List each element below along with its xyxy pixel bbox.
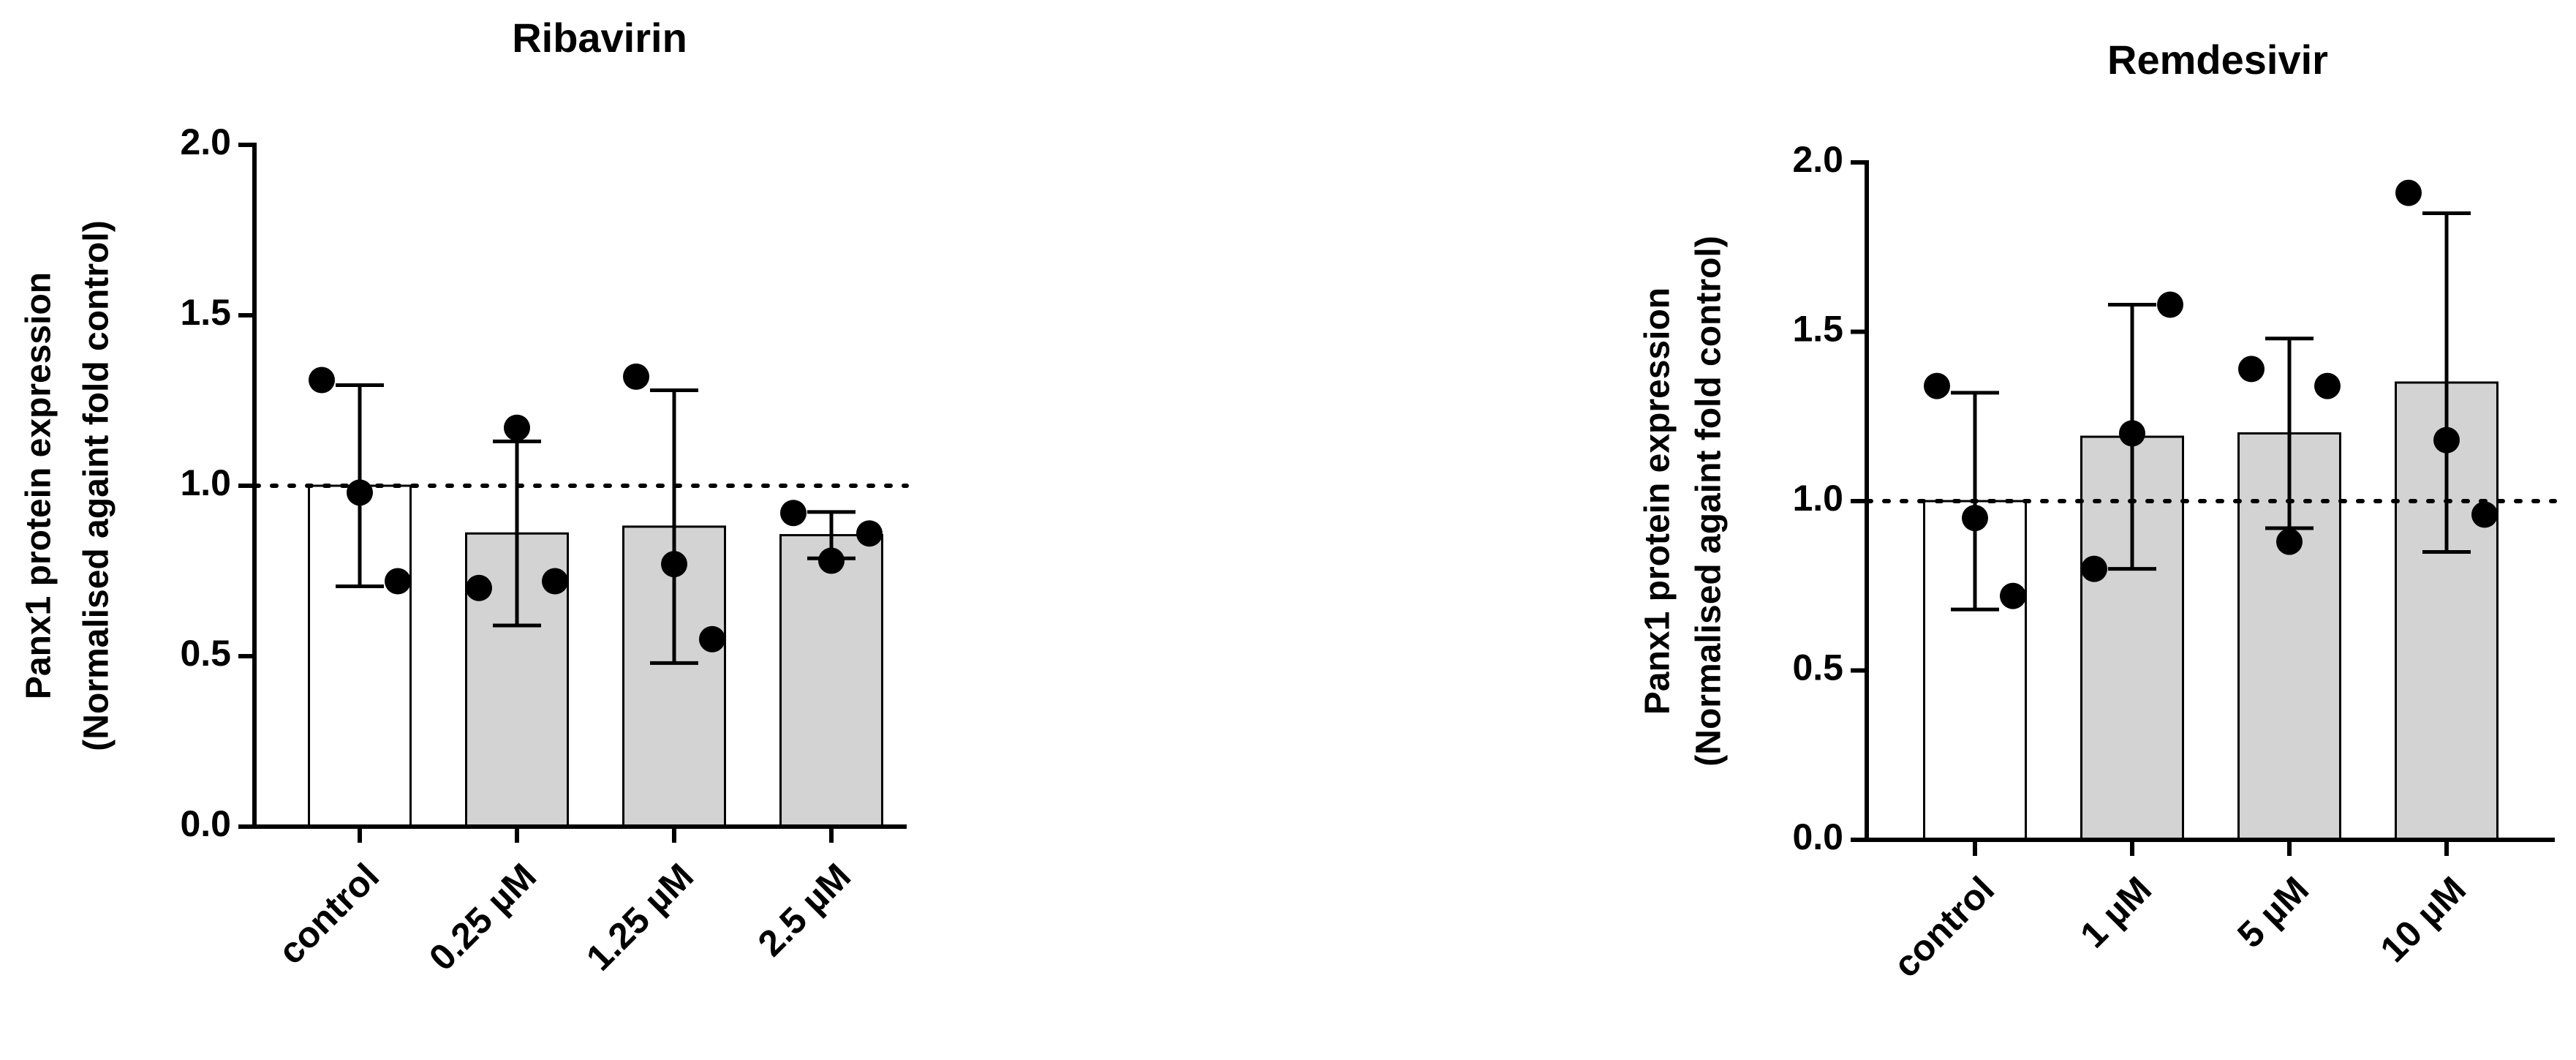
data-point	[504, 414, 530, 441]
data-point	[2395, 179, 2422, 206]
x-tick-label: 1.25 µM	[578, 856, 701, 979]
y-tick-label: 2.0	[180, 121, 231, 162]
x-tick-label: 0.25 µM	[421, 856, 544, 979]
data-point	[2081, 555, 2107, 582]
data-point	[856, 520, 883, 547]
data-point	[2314, 372, 2341, 399]
x-tick-label: 5 µM	[2229, 869, 2316, 956]
x-tick-label: control	[1886, 869, 2002, 985]
data-point	[2433, 426, 2460, 454]
data-point	[2276, 528, 2303, 555]
y-axis-label: Panx1 protein expression	[1639, 287, 1677, 715]
data-point	[818, 547, 845, 574]
x-tick-label: 10 µM	[2373, 869, 2474, 971]
y-tick-label: 0.5	[180, 633, 231, 674]
data-point	[780, 500, 807, 527]
x-tick-label: 1 µM	[2072, 869, 2159, 956]
y-tick-label: 1.0	[180, 462, 231, 503]
y-tick-label: 1.5	[180, 292, 231, 333]
data-point	[466, 574, 492, 601]
y-axis-label: Panx1 protein expression	[20, 272, 58, 699]
data-point	[2471, 501, 2498, 528]
data-point	[347, 479, 373, 506]
data-point	[1962, 505, 1988, 532]
y-tick-label: 1.5	[1792, 309, 1843, 350]
data-point	[309, 367, 335, 394]
bar	[779, 534, 883, 828]
y-axis-label: (Normalised againt fold control)	[78, 220, 116, 751]
y-tick-label: 0.0	[180, 803, 231, 844]
data-point	[2238, 356, 2265, 383]
data-point	[2119, 420, 2145, 447]
y-tick-label: 0.5	[1792, 647, 1843, 688]
chart-title: Remdesivir	[2107, 37, 2328, 83]
data-point	[623, 363, 649, 390]
y-axis-label: (Normalised againt fold control)	[1690, 236, 1729, 766]
data-point	[2157, 291, 2183, 318]
data-point	[2000, 582, 2026, 609]
chart-title: Ribavirin	[512, 15, 687, 61]
data-point	[661, 551, 687, 578]
y-tick-label: 2.0	[1792, 139, 1843, 180]
x-tick-label: control	[271, 856, 387, 972]
y-tick-label: 0.0	[1792, 816, 1843, 857]
y-tick-label: 1.0	[1792, 478, 1843, 519]
x-tick-label: 2.5 µM	[750, 856, 858, 964]
data-point	[1924, 372, 1950, 399]
data-point	[542, 568, 568, 595]
data-point	[699, 625, 725, 653]
data-point	[385, 568, 411, 595]
